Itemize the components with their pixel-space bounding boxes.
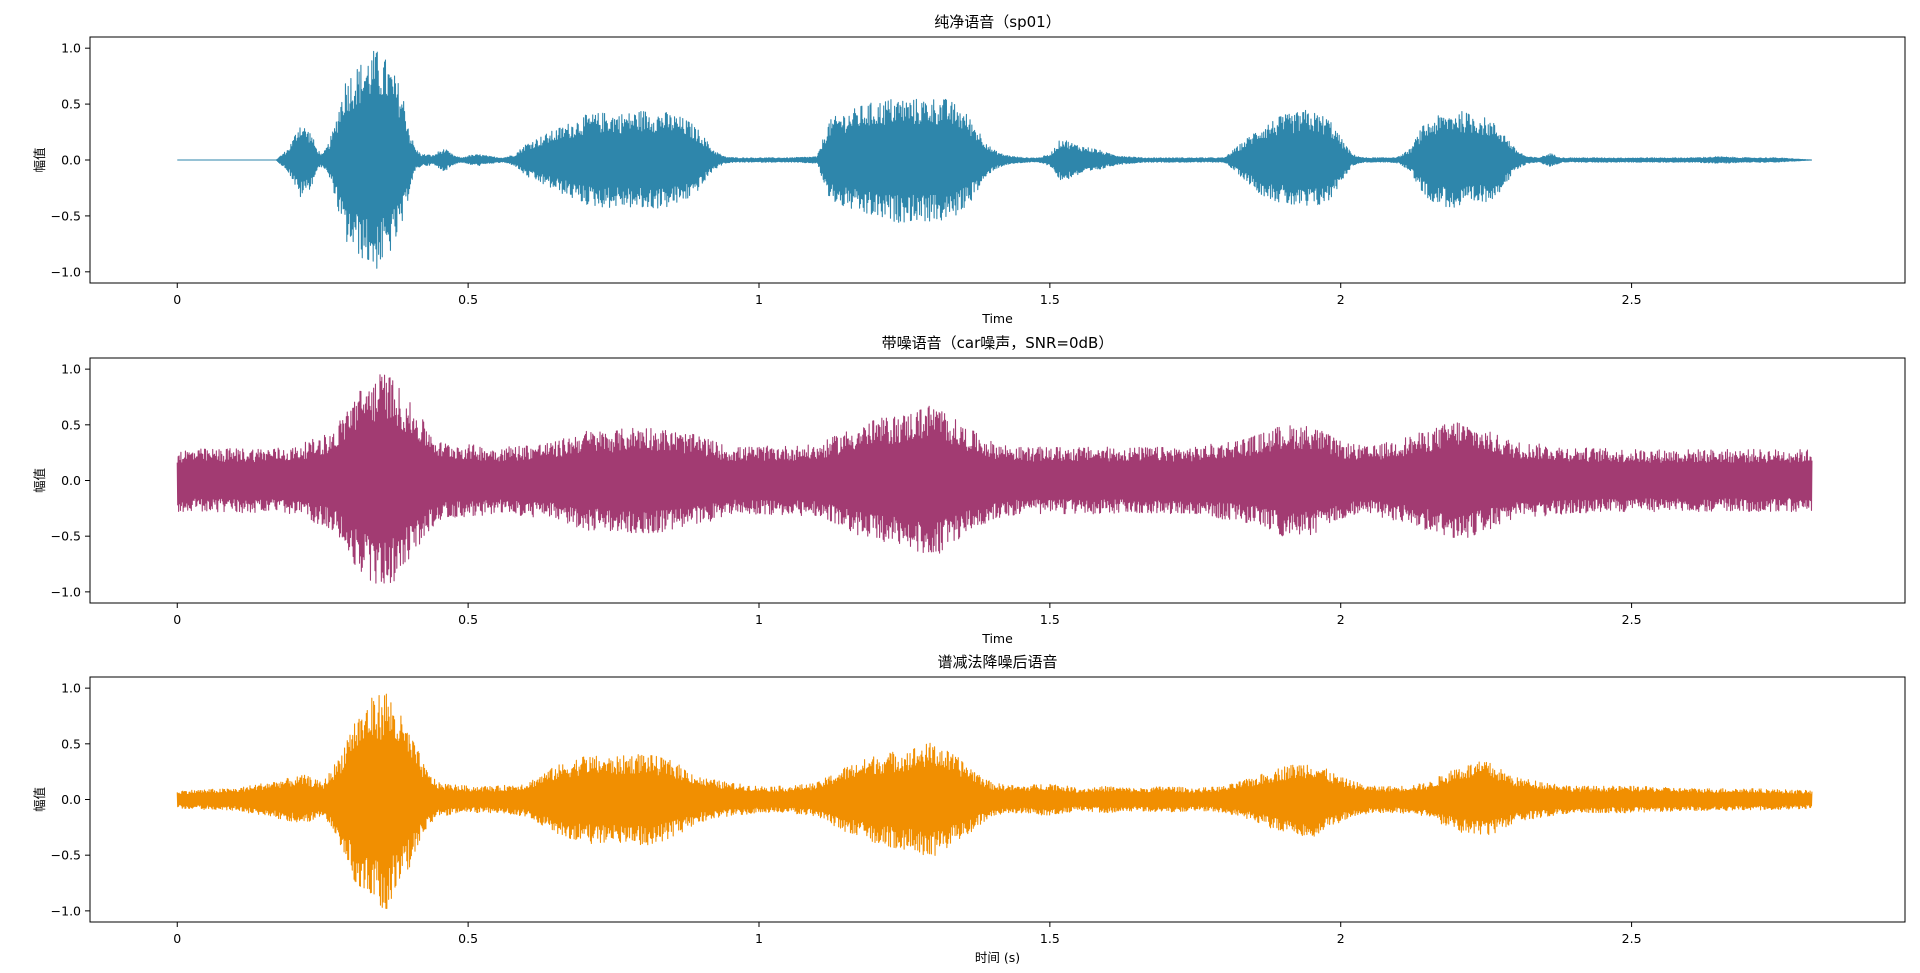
x-tick-label: 0.5	[458, 931, 478, 946]
subplot-3: 0 0.5 1 1.5 2 2.5 1.0 0.5 0.0 −0.5 −1.0 谱减法降噪后语音时间 …	[32, 653, 1906, 965]
y-axis-label: 幅值	[32, 468, 47, 493]
x-tick-label: 2.5	[1622, 931, 1642, 946]
y-tick-label: 0.0	[61, 153, 81, 168]
y-tick-label: 0.5	[61, 97, 81, 112]
subplot-title: 带噪语音（car噪声，SNR=0dB）	[882, 334, 1114, 352]
x-tick-label: 1.5	[1040, 931, 1060, 946]
y-tick-label: 1.0	[61, 41, 81, 56]
y-tick-label: −0.5	[51, 529, 81, 544]
x-tick-label: 2	[1337, 612, 1345, 627]
x-tick-label: 0	[173, 612, 181, 627]
y-axis-label: 幅值	[32, 787, 47, 812]
x-axis-label: 时间 (s)	[975, 950, 1020, 965]
y-tick-label: −1.0	[51, 264, 81, 279]
subplot-title: 谱减法降噪后语音	[937, 653, 1057, 671]
subplot-title: 纯净语音（sp01）	[934, 13, 1060, 31]
waveform-line	[176, 693, 1813, 910]
y-tick-label: 0.5	[61, 417, 81, 432]
x-axis-label: Time	[981, 311, 1013, 326]
y-tick-label: 1.0	[61, 681, 81, 696]
subplot-2: 0 0.5 1 1.5 2 2.5 1.0 0.5 0.0 −0.5 −1.0 带噪语音（car噪声，…	[32, 334, 1906, 646]
y-tick-label: 1.0	[61, 362, 81, 377]
x-tick-label: 2.5	[1622, 292, 1642, 307]
x-tick-label: 0.5	[458, 612, 478, 627]
x-tick-label: 1	[755, 931, 763, 946]
waveform-line	[177, 50, 1813, 269]
x-tick-label: 2	[1337, 292, 1345, 307]
y-tick-label: 0.0	[61, 792, 81, 807]
x-tick-label: 1	[755, 612, 763, 627]
x-tick-label: 0.5	[458, 292, 478, 307]
x-tick-label: 2.5	[1622, 612, 1642, 627]
x-axis-label: Time	[981, 631, 1013, 646]
x-tick-label: 2	[1337, 931, 1345, 946]
y-tick-label: 0.0	[61, 473, 81, 488]
x-tick-label: 1.5	[1040, 612, 1060, 627]
x-tick-label: 1	[755, 292, 763, 307]
y-axis-label: 幅值	[32, 147, 47, 172]
y-tick-label: −1.0	[51, 903, 81, 918]
x-tick-label: 0	[173, 292, 181, 307]
y-tick-label: −0.5	[51, 848, 81, 863]
y-tick-label: 0.5	[61, 736, 81, 751]
subplot-1: 0 0.5 1 1.5 2 2.5 1.0 0.5 0.0 −0.5 −1.0 纯净语音（sp01） T…	[32, 13, 1906, 326]
y-tick-label: −1.0	[51, 584, 81, 599]
y-tick-label: −0.5	[51, 208, 81, 223]
x-tick-label: 1.5	[1040, 292, 1060, 307]
waveform-line	[176, 374, 1813, 584]
x-tick-label: 0	[173, 931, 181, 946]
